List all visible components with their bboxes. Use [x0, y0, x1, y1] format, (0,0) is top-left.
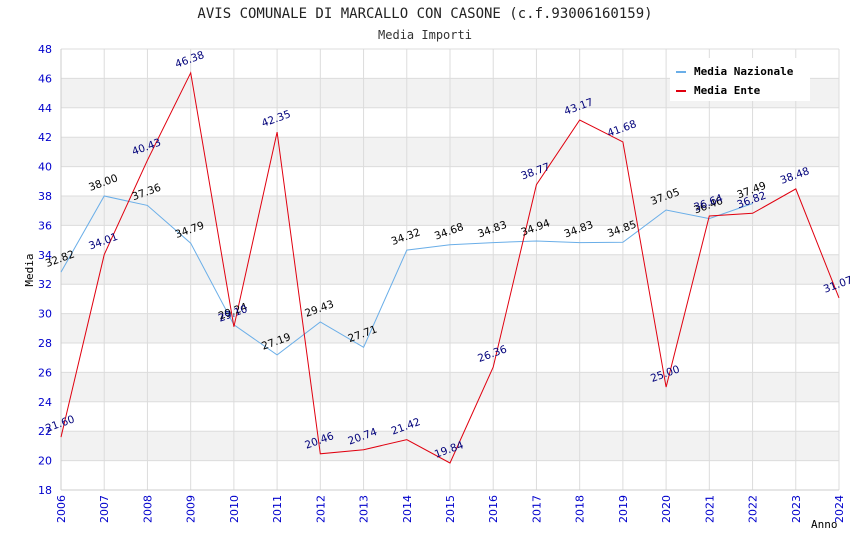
y-tick-label: 36 [38, 219, 52, 232]
y-tick-label: 18 [38, 484, 52, 497]
y-axis-label: Media [23, 253, 36, 286]
x-tick-label: 2016 [487, 495, 500, 523]
y-tick-label: 48 [38, 43, 52, 56]
y-tick-label: 28 [38, 337, 52, 350]
y-tick-label: 38 [38, 190, 52, 203]
x-tick-label: 2009 [185, 495, 198, 523]
x-tick-label: 2010 [228, 495, 241, 523]
x-tick-label: 2021 [703, 495, 716, 523]
x-axis-label: Anno [811, 518, 838, 531]
x-tick-label: 2020 [660, 495, 673, 523]
x-tick-labels: 2006 2007 2008 2009 2010 2011 2012 2013 2014 2015… [55, 495, 846, 523]
x-tick-label: 2024 [833, 495, 846, 523]
x-tick-label: 2013 [358, 495, 371, 523]
series-line-nazionale [60, 195, 753, 356]
legend-label-nazionale: Media Nazionale [694, 65, 794, 78]
y-tick-label: 24 [38, 396, 52, 409]
data-label: 26.36 [476, 343, 509, 365]
x-tick-label: 2018 [574, 495, 587, 523]
y-tick-label: 40 [38, 161, 52, 174]
chart-subtitle: Media Importi [378, 28, 472, 42]
x-tick-label: 2007 [98, 495, 111, 523]
x-tick-label: 2006 [55, 495, 68, 523]
x-tick-label: 2014 [401, 495, 414, 523]
series-line-ente [60, 71, 840, 464]
x-tick-label: 2011 [271, 495, 284, 523]
x-tick-label: 2023 [790, 495, 803, 523]
legend-box [670, 58, 810, 101]
y-tick-label: 30 [38, 308, 52, 321]
x-tick-label: 2019 [617, 495, 630, 523]
data-label: 38.00 [87, 172, 119, 194]
y-tick-label: 26 [38, 366, 52, 379]
data-label: 34.01 [87, 231, 119, 253]
x-tick-label: 2012 [314, 495, 327, 523]
axes [60, 49, 839, 491]
data-label: 38.48 [779, 165, 811, 187]
data-label: 34.32 [390, 226, 422, 248]
chart-title: AVIS COMUNALE DI MARCALLO CON CASONE (c.… [197, 6, 652, 22]
legend: Media Nazionale Media Ente [670, 58, 810, 101]
x-tick-label: 2022 [747, 495, 760, 523]
y-tick-label: 44 [38, 102, 52, 115]
y-tick-label: 42 [38, 131, 52, 144]
y-tick-label: 46 [38, 72, 52, 85]
data-label: 42.35 [260, 108, 292, 130]
y-tick-label: 22 [38, 425, 52, 438]
y-tick-labels: 18 20 22 24 26 28 30 32 34 36 38 40 42 44 46 48 [38, 43, 52, 497]
x-tick-label: 2015 [444, 495, 457, 523]
data-label: 46.38 [174, 49, 206, 71]
y-tick-label: 34 [38, 249, 52, 262]
x-tick-label: 2017 [530, 495, 543, 523]
x-tick-label: 2008 [141, 495, 154, 523]
series-lines [60, 71, 840, 464]
y-tick-label: 32 [38, 278, 52, 291]
legend-label-ente: Media Ente [694, 84, 761, 97]
y-tick-label: 20 [38, 455, 52, 468]
data-label: 41.68 [606, 118, 638, 140]
